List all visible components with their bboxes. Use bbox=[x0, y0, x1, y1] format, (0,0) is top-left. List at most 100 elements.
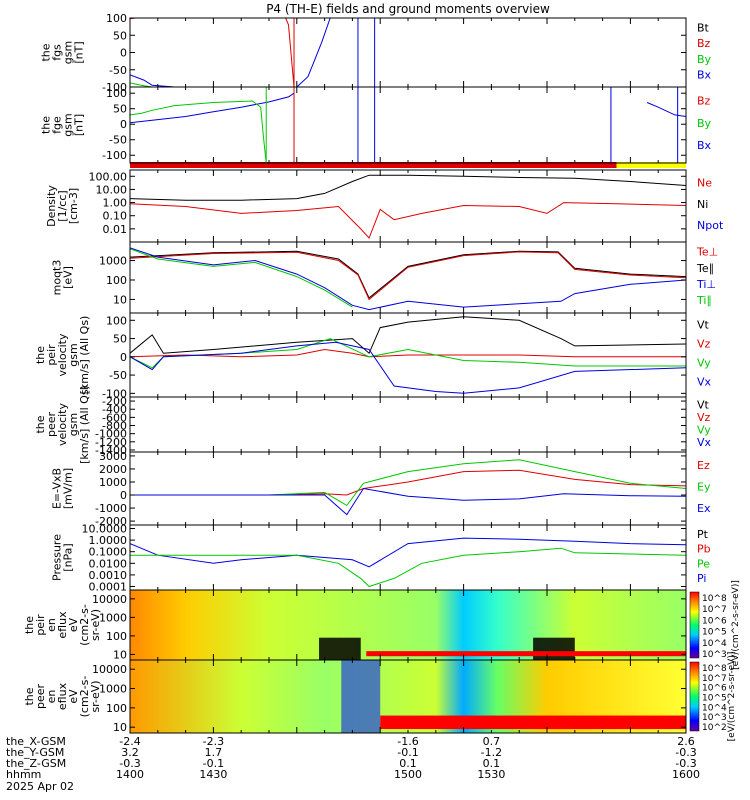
legend-entry: By bbox=[697, 117, 712, 130]
colorbar: 10^810^710^610^510^410^310^2 [eV/(cm^2-s-… bbox=[689, 652, 737, 741]
colorbar-tick-label: 10^4 bbox=[702, 703, 727, 713]
y-tick-label: 1000 bbox=[99, 476, 127, 489]
y-tick-label: 0 bbox=[120, 351, 127, 364]
y-axis-label-line: the bbox=[40, 43, 53, 61]
colorbar-label: [eV/(cm^2-s-sr-eV)] bbox=[731, 580, 741, 670]
x-tick-label: 3.2 bbox=[121, 746, 139, 759]
y-axis-label-line: fgs bbox=[51, 44, 64, 61]
x-tick-label: 0.1 bbox=[483, 757, 501, 770]
y-tick-label: -50 bbox=[109, 134, 127, 147]
panel-frame bbox=[129, 17, 687, 88]
mode-bar-red bbox=[130, 162, 617, 168]
spectrogram-band bbox=[366, 651, 686, 657]
legend-entry: Te⊥ bbox=[696, 246, 718, 259]
y-tick-label: 100 bbox=[106, 12, 127, 25]
legend-entry: Vz bbox=[697, 411, 711, 424]
colorbar-tick-label: 10^8 bbox=[702, 664, 727, 674]
y-axis-label-line: eflux bbox=[56, 611, 69, 639]
y-tick-label: 10.00 bbox=[96, 183, 128, 196]
x-axis-row-label: hhmm bbox=[6, 768, 41, 781]
series-line-Bx bbox=[130, 92, 295, 124]
y-axis-label-line: [nT] bbox=[73, 114, 86, 136]
y-tick-label: 1.0000 bbox=[89, 534, 128, 547]
panel-electron-spectrogram: 10000 1000 100 10 thepeerenefluxeV(cm2-s-sr-… bbox=[23, 659, 687, 734]
x-tick-label: -0.3 bbox=[119, 757, 140, 770]
y-tick-label: 10 bbox=[113, 293, 127, 306]
x-tick-label: -1.6 bbox=[397, 735, 418, 748]
spectrogram-band bbox=[341, 660, 381, 733]
y-axis-label-line: (cm2-s- bbox=[78, 676, 91, 718]
y-tick-label: 1000 bbox=[99, 255, 127, 268]
y-tick-label: -50 bbox=[109, 64, 127, 77]
panel-frame bbox=[129, 396, 687, 453]
x-tick-label: 2.6 bbox=[677, 735, 695, 748]
y-axis-label-line: velocity bbox=[56, 333, 69, 376]
x-tick-label: 1400 bbox=[116, 768, 144, 781]
x-tick-label: 1430 bbox=[199, 768, 227, 781]
spectrogram-image bbox=[130, 590, 686, 660]
y-tick-label: 0.01 bbox=[103, 223, 128, 236]
mode-bar-yellow bbox=[616, 162, 686, 168]
panel-frame bbox=[129, 169, 687, 243]
y-axis-label-line: peir bbox=[45, 344, 58, 366]
y-tick-label: -1200 bbox=[95, 436, 127, 449]
x-tick-label: -0.1 bbox=[397, 746, 418, 759]
x-axis-row-label: the_X-GSM bbox=[6, 735, 66, 748]
y-axis-label-line: sr-eV) bbox=[89, 680, 102, 712]
series-line-Pi bbox=[130, 537, 686, 568]
colorbar-tick-label: 10^7 bbox=[702, 605, 727, 615]
y-axis-label-line: E=-VxB bbox=[51, 468, 64, 509]
y-axis-label-line: fge bbox=[51, 116, 64, 134]
y-axis-label-line: peir bbox=[34, 614, 47, 636]
y-axis-label-line: peer bbox=[34, 684, 47, 710]
legend-entry: Bz bbox=[697, 94, 711, 107]
y-axis-label: E=-VxB[mV/m] bbox=[51, 468, 75, 509]
legend-entry: Bt bbox=[697, 21, 710, 34]
colorbar-tick-label: 10^2 bbox=[702, 723, 727, 733]
y-axis-label: moqt3[eV] bbox=[51, 260, 75, 296]
legend-entry: Vy bbox=[697, 357, 711, 370]
y-axis-label-line: [km/s] (All Qs) bbox=[78, 316, 91, 395]
panel-ion-spectrogram: 10000 1000 100 10 thepeirenefluxeV(cm2-s-sr-… bbox=[23, 589, 687, 661]
y-tick-label: 10 bbox=[113, 648, 127, 661]
y-tick-label: 0 bbox=[120, 47, 127, 60]
y-tick-label: 100 bbox=[106, 702, 127, 715]
legend-entry: Vt bbox=[697, 318, 710, 331]
y-tick-label: -200 bbox=[102, 395, 127, 408]
y-axis-label-line: [km/s] (All Qs) bbox=[78, 385, 91, 464]
y-tick-label: 0 bbox=[120, 118, 127, 131]
y-tick-label: -2000 bbox=[95, 515, 127, 528]
legend-entry: Pb bbox=[697, 543, 711, 556]
colorbar-tick-label: 10^5 bbox=[702, 628, 727, 638]
legend-entry: Ni bbox=[697, 198, 708, 211]
panels: 100500-50-100thefgsgsm[nT]BtBzByBx100500… bbox=[23, 12, 741, 741]
y-axis-label-line: [1/cc] bbox=[56, 190, 69, 221]
y-axis-label-line: en bbox=[45, 618, 58, 632]
x-tick-label: 0.1 bbox=[399, 757, 417, 770]
colorbar-tick-label: 10^8 bbox=[702, 594, 727, 604]
colorbar-tick-label: 10^3 bbox=[702, 713, 727, 723]
y-tick-label: 0.1000 bbox=[89, 546, 128, 559]
y-tick-label: 1.00 bbox=[103, 197, 128, 210]
series-line-Ez bbox=[130, 469, 686, 496]
x-tick-label: -0.1 bbox=[203, 757, 224, 770]
legend-entry: Vx bbox=[697, 436, 712, 449]
y-axis-label-line: [eV] bbox=[62, 266, 75, 289]
series-line-Ti⊥ bbox=[130, 247, 686, 311]
y-tick-label: -100 bbox=[102, 387, 127, 400]
y-tick-label: 1000 bbox=[99, 611, 127, 624]
spectrogram-void bbox=[319, 637, 361, 660]
legend-entry: Vz bbox=[697, 338, 711, 351]
x-tick-label: -1.2 bbox=[481, 746, 502, 759]
y-axis-label: Pressure[nPa] bbox=[51, 534, 75, 581]
colorbar-tick-label: 10^4 bbox=[702, 639, 727, 649]
y-axis-label-line: moqt3 bbox=[51, 260, 64, 296]
x-axis: the_X-GSMthe_Y-GSMthe_Z-GSMhhmm-2.43.2-0… bbox=[6, 18, 700, 781]
series-line-By bbox=[130, 82, 153, 87]
legend-entry: Vy bbox=[697, 424, 711, 437]
y-tick-label: 10000 bbox=[92, 593, 127, 606]
series-line-Bx bbox=[130, 18, 331, 87]
